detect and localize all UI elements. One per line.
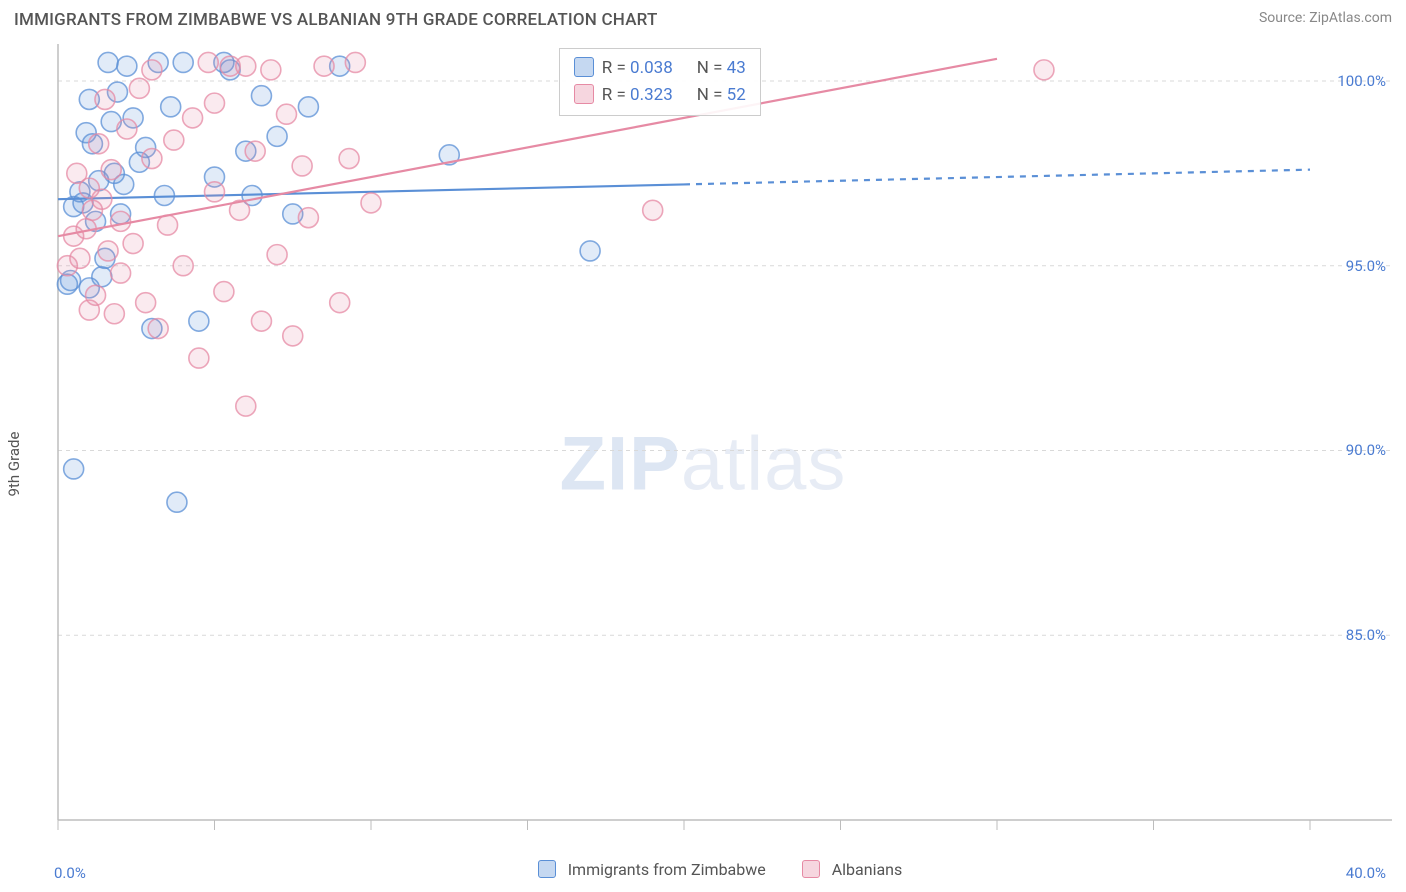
stats-swatch-albanians <box>574 84 594 104</box>
source-label: Source: <box>1259 10 1306 26</box>
y-tick-label: 95.0% <box>1346 257 1386 275</box>
chart-source: Source: ZipAtlas.com <box>1259 10 1392 26</box>
y-tick-label: 90.0% <box>1346 441 1386 459</box>
stats-swatch-zimbabwe <box>574 57 594 77</box>
legend-label-zimbabwe: Immigrants from Zimbabwe <box>568 860 766 879</box>
y-tick-label: 85.0% <box>1346 626 1386 644</box>
stats-n-albanians: 52 <box>727 85 746 105</box>
stats-row-zimbabwe: R = 0.038 N = 43 <box>574 55 746 82</box>
scatter-plot <box>48 44 1392 884</box>
source-value: ZipAtlas.com <box>1309 10 1392 26</box>
stats-r-zimbabwe: 0.038 <box>630 58 673 78</box>
chart-title: IMMIGRANTS FROM ZIMBABWE VS ALBANIAN 9TH… <box>14 10 658 30</box>
chart-area: 9th Grade ZIPatlas 85.0%90.0%95.0%100.0%… <box>14 44 1392 884</box>
y-tick-label: 100.0% <box>1337 72 1386 90</box>
chart-header: IMMIGRANTS FROM ZIMBABWE VS ALBANIAN 9TH… <box>0 0 1406 36</box>
legend-item-albanians: Albanians <box>802 860 903 879</box>
stats-r-albanians: 0.323 <box>630 85 673 105</box>
legend-item-zimbabwe: Immigrants from Zimbabwe <box>538 860 766 879</box>
y-axis-label: 9th Grade <box>5 432 23 497</box>
stats-row-albanians: R = 0.323 N = 52 <box>574 82 746 109</box>
legend: Immigrants from Zimbabwe Albanians <box>48 854 1392 884</box>
stats-n-zimbabwe: 43 <box>727 58 746 78</box>
legend-swatch-zimbabwe <box>538 860 556 878</box>
legend-label-albanians: Albanians <box>832 860 903 879</box>
legend-swatch-albanians <box>802 860 820 878</box>
correlation-stats-box: R = 0.038 N = 43 R = 0.323 N = 52 <box>559 48 761 116</box>
